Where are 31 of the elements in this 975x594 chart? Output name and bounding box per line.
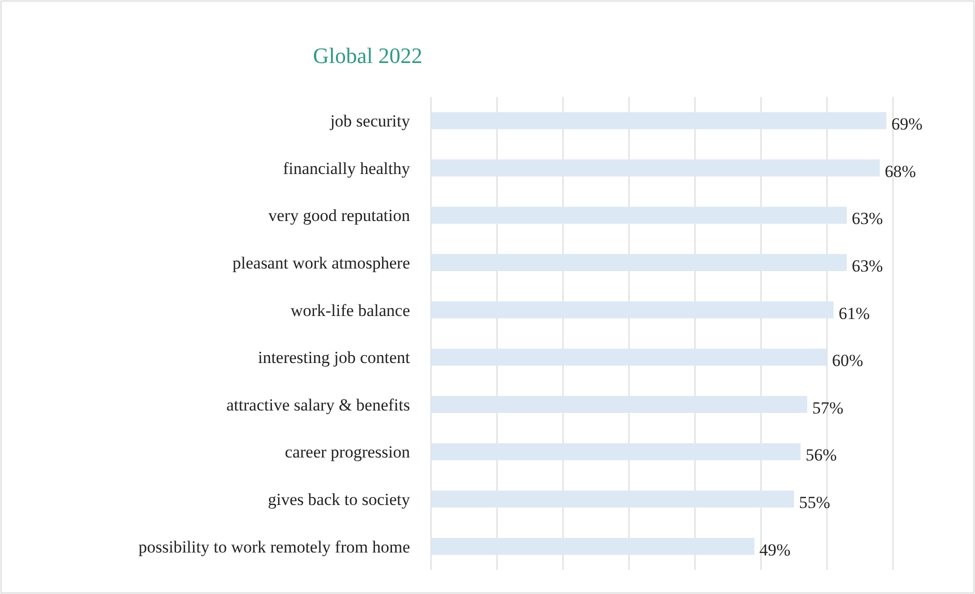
data-label: 49% <box>759 540 791 560</box>
bar <box>431 206 847 224</box>
chart-title: Global 2022 <box>313 43 422 68</box>
y-tick-label: very good reputation <box>268 206 410 226</box>
y-tick-label: career progression <box>284 442 410 462</box>
y-tick-label: possibility to work remotely from home <box>138 537 410 556</box>
bar <box>431 254 847 272</box>
data-label: 68% <box>884 162 916 181</box>
bar <box>431 112 886 130</box>
bar <box>431 348 827 366</box>
y-tick-label: work-life balance <box>290 300 410 320</box>
data-label: 60% <box>832 351 864 370</box>
y-tick-label: attractive salary & benefits <box>226 395 410 414</box>
y-tick-label: financially healthy <box>283 158 410 178</box>
data-label: 61% <box>838 304 870 323</box>
bar <box>431 159 880 176</box>
y-tick-label: interesting job content <box>258 348 410 368</box>
data-label: 56% <box>806 446 837 465</box>
data-label: 57% <box>812 398 844 418</box>
bar <box>431 490 794 508</box>
data-label: 63% <box>852 209 883 228</box>
y-tick-label: pleasant work atmosphere <box>232 254 410 272</box>
bar <box>431 301 834 318</box>
bar <box>431 538 754 555</box>
y-tick-label: gives back to society <box>268 490 410 509</box>
data-label: 55% <box>799 493 830 512</box>
y-tick-label: job security <box>329 112 410 131</box>
data-label: 63% <box>852 256 883 276</box>
bar <box>431 396 808 413</box>
data-label: 69% <box>891 114 923 134</box>
bar <box>431 443 801 460</box>
